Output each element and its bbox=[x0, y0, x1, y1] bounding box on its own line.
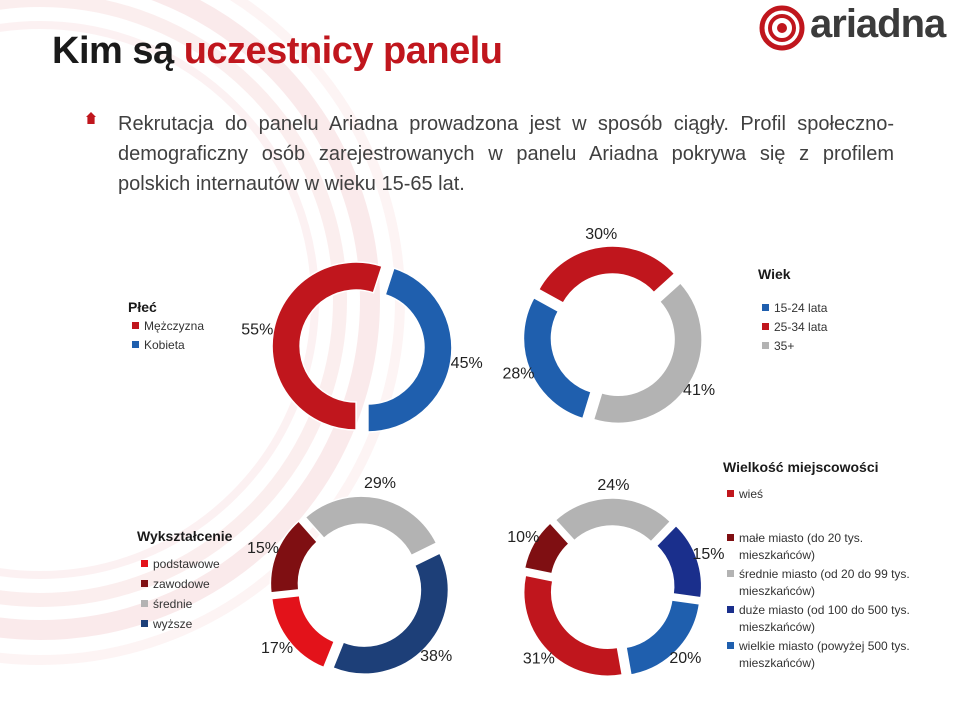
data-label: 38% bbox=[420, 648, 452, 665]
legend-label: wielkie miasto (powyżej 500 tys. bbox=[738, 639, 910, 653]
intro-paragraph: Rekrutacja do panelu Ariadna prowadzona … bbox=[118, 113, 894, 195]
legend-swatch bbox=[141, 620, 148, 627]
legend-label: małe miasto (do 20 tys. bbox=[739, 531, 863, 545]
donut-slice bbox=[554, 497, 672, 543]
legend-label: mieszkańców) bbox=[739, 548, 815, 562]
donut-slice bbox=[523, 521, 571, 575]
legend-swatch bbox=[762, 323, 769, 330]
data-label: 41% bbox=[683, 382, 715, 399]
legend-label: duże miasto (od 100 do 500 tys. bbox=[739, 603, 910, 617]
donut-chart-4: 31% 10% 24% 15% 20% Wielkość miejscowości wieś… bbox=[507, 459, 910, 677]
legend-label: Kobieta bbox=[144, 338, 185, 352]
donut-slice bbox=[367, 267, 453, 433]
legend-title: Wykształcenie bbox=[137, 528, 233, 544]
data-label: 15% bbox=[247, 540, 279, 557]
legend-label: mieszkańców) bbox=[739, 620, 815, 634]
data-label: 55% bbox=[241, 322, 273, 339]
legend-title: Płeć bbox=[128, 299, 157, 315]
page-title: Kim są uczestnicy panelu bbox=[52, 30, 503, 73]
donut-chart-1: 55% 45% Płeć Mężczyzna Kobieta bbox=[128, 261, 483, 433]
legend-swatch bbox=[727, 570, 734, 577]
legend-label: mieszkańców) bbox=[739, 584, 815, 598]
legend-swatch bbox=[132, 322, 139, 329]
legend-swatch bbox=[141, 580, 148, 587]
donut-slice bbox=[331, 552, 450, 675]
legend-swatch bbox=[762, 304, 769, 311]
legend-swatch bbox=[762, 342, 769, 349]
donut-slice bbox=[271, 261, 383, 431]
donut-slice bbox=[655, 524, 703, 599]
home-bullet-icon bbox=[86, 112, 96, 124]
legend-label: Mężczyzna bbox=[144, 319, 204, 333]
legend-label: mieszkańców) bbox=[739, 656, 815, 670]
logo-mark-icon bbox=[759, 5, 805, 51]
legend-swatch bbox=[132, 341, 139, 348]
data-label: 28% bbox=[502, 366, 534, 383]
legend-swatch bbox=[141, 600, 148, 607]
data-label: 17% bbox=[261, 640, 293, 657]
legend-label: średnie miasto (od 20 do 99 tys. bbox=[739, 567, 910, 581]
title-accent: uczestnicy panelu bbox=[183, 30, 503, 72]
legend-swatch bbox=[727, 606, 734, 613]
legend-label: 25-34 lata bbox=[774, 320, 828, 334]
chart-legend: Wykształcenie podstawowe zawodowe średnie wy… bbox=[137, 528, 233, 631]
donut-slice bbox=[537, 245, 676, 305]
data-label: 31% bbox=[523, 650, 555, 667]
ariadna-logo: ariadna bbox=[758, 2, 958, 52]
donut-slice bbox=[269, 520, 319, 594]
logo-text: ariadna bbox=[810, 2, 946, 46]
data-label: 24% bbox=[597, 477, 629, 494]
title-lead: Kim są bbox=[52, 30, 174, 72]
donut-slice bbox=[522, 574, 624, 677]
data-label: 20% bbox=[669, 650, 701, 667]
donut-slice bbox=[270, 594, 336, 669]
legend-label: wieś bbox=[738, 487, 763, 501]
data-label: 30% bbox=[585, 226, 617, 243]
legend-title: Wielkość miejscowości bbox=[723, 459, 879, 475]
data-label: 10% bbox=[507, 529, 539, 546]
legend-label: wyższe bbox=[152, 617, 193, 631]
legend-swatch bbox=[727, 534, 734, 541]
legend-label: 35+ bbox=[774, 339, 794, 353]
donut-chart-2: 28% 30% 41% Wiek 15-24 lata 25-34 lata 35+ bbox=[502, 226, 828, 424]
legend-swatch bbox=[727, 490, 734, 497]
chart-legend: Płeć Mężczyzna Kobieta bbox=[128, 299, 204, 352]
data-label: 15% bbox=[692, 546, 724, 563]
legend-label: 15-24 lata bbox=[774, 301, 828, 315]
donut-chart-3: 17% 15% 29% 38% Wykształcenie podstawowe zawod… bbox=[137, 475, 452, 675]
donut-slice bbox=[592, 281, 703, 424]
donut-slice bbox=[625, 599, 701, 676]
legend-title: Wiek bbox=[758, 266, 791, 282]
legend-label: średnie bbox=[153, 597, 193, 611]
data-label: 29% bbox=[364, 475, 396, 492]
legend-label: podstawowe bbox=[153, 557, 220, 571]
legend-label: zawodowe bbox=[153, 577, 210, 591]
donut-slice bbox=[304, 495, 438, 557]
legend-swatch bbox=[141, 560, 148, 567]
chart-legend: Wielkość miejscowości wieś małe miasto (do… bbox=[723, 459, 910, 670]
donut-slice bbox=[522, 296, 593, 420]
chart-legend: Wiek 15-24 lata 25-34 lata 35+ bbox=[758, 266, 828, 353]
legend-swatch bbox=[727, 642, 734, 649]
data-label: 45% bbox=[451, 355, 483, 372]
